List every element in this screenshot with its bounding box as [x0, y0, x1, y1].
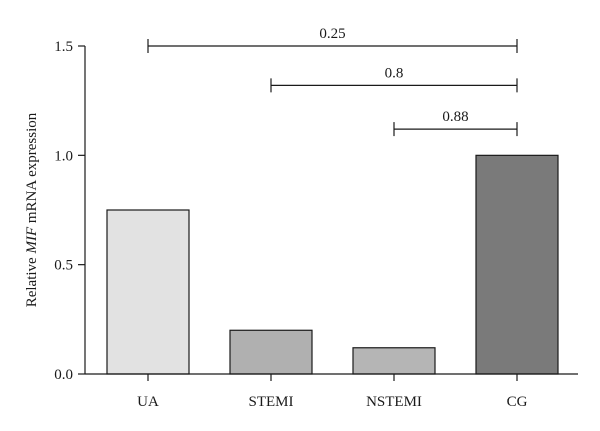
comparison-bracket: 0.25	[147, 26, 518, 53]
comparison-bracket: 0.88	[393, 109, 518, 137]
y-tick-label: 1.0	[54, 148, 73, 164]
axes	[84, 46, 578, 375]
x-tick-labels: UA STEMI NSTEMI CG	[137, 374, 528, 410]
bars	[106, 154, 559, 375]
p-value-label: 0.88	[442, 109, 468, 125]
significance-brackets: 0.25 0.8 0.88	[147, 26, 518, 137]
comparison-bracket: 0.8	[270, 65, 518, 93]
y-tick-label: 0.0	[54, 367, 73, 383]
bar-nstemi	[352, 347, 436, 375]
x-tick-label-nstemi: NSTEMI	[366, 394, 422, 410]
y-axis-title-part: mRNA expression	[24, 112, 40, 227]
bar-cg	[475, 154, 559, 375]
y-ticks: 0.0 0.5 1.0 1.5	[54, 39, 85, 383]
bar-stemi	[229, 329, 313, 375]
y-axis-title-part: Relative	[24, 254, 40, 308]
bar-ua	[106, 209, 190, 375]
x-tick-label-ua: UA	[137, 394, 159, 410]
y-tick-label: 1.5	[54, 39, 73, 55]
p-value-label: 0.8	[385, 65, 404, 81]
x-tick-label-cg: CG	[507, 394, 528, 410]
p-value-label: 0.25	[319, 26, 345, 42]
y-axis-title: Relative MIF mRNA expression	[24, 112, 40, 307]
x-tick-label-stemi: STEMI	[249, 394, 294, 410]
y-axis-title-gene: MIF	[24, 226, 40, 254]
y-tick-label: 0.5	[54, 258, 73, 274]
